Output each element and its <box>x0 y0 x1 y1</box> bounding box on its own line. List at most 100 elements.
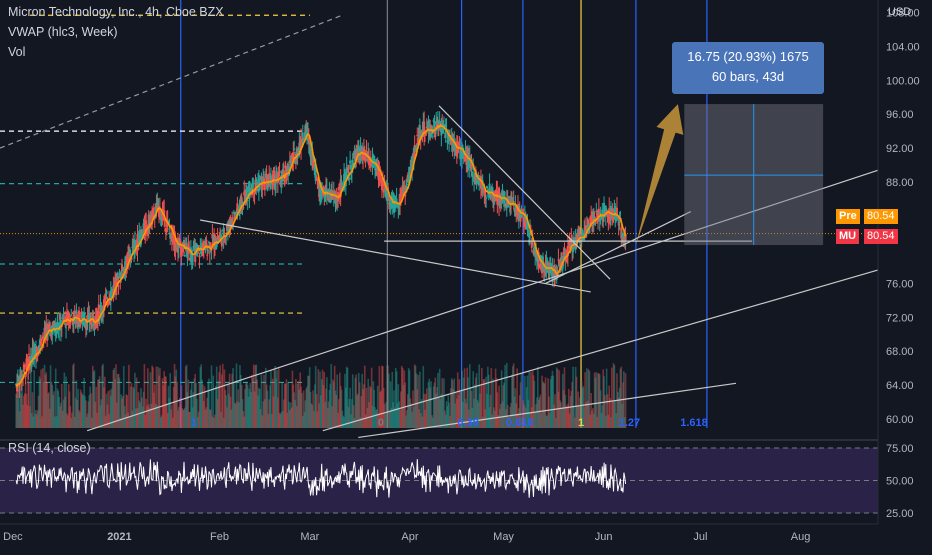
volume-bar <box>524 375 526 428</box>
volume-bar <box>386 365 388 428</box>
candle-body <box>58 322 61 331</box>
candle-body <box>154 206 157 219</box>
trend-lines[interactable] <box>0 14 882 439</box>
candle-body <box>24 376 27 378</box>
volume-bar <box>22 404 24 428</box>
breakout-line[interactable] <box>545 211 692 284</box>
candle-body <box>621 232 624 237</box>
candle-body <box>178 238 181 242</box>
candle-body <box>563 248 566 250</box>
volume-bar <box>414 365 417 428</box>
volume-bar <box>487 366 489 428</box>
volume-bar <box>394 407 396 428</box>
volume-bar <box>623 417 626 428</box>
volume-bar <box>66 415 69 428</box>
candle-body <box>526 220 529 229</box>
volume-bar <box>500 370 503 428</box>
candle-body <box>395 198 398 205</box>
volume-bar <box>460 391 462 428</box>
volume-bar <box>530 407 533 428</box>
volume-legend[interactable]: Vol <box>8 45 26 59</box>
candle-body <box>399 195 402 205</box>
candle-body <box>355 150 358 162</box>
candle-body <box>616 218 619 220</box>
candle-body <box>478 180 481 185</box>
volume-bar <box>209 409 211 428</box>
candle-body <box>484 190 487 198</box>
candle-body <box>302 137 305 139</box>
channel-base-line[interactable] <box>358 382 737 439</box>
candle-body <box>191 253 194 263</box>
volume-bar <box>272 396 275 428</box>
volume-bar <box>246 385 249 428</box>
candle-body <box>248 181 251 200</box>
volume-bar <box>552 375 555 428</box>
volume-bar <box>82 394 85 428</box>
volume-bar <box>339 385 342 428</box>
volume-bar <box>156 405 159 428</box>
vwap-legend[interactable]: VWAP (hlc3, Week) <box>8 25 118 39</box>
volume-bar <box>67 384 70 428</box>
volume-bar <box>426 401 429 428</box>
fib-label: 1.27 <box>619 417 640 429</box>
candle-body <box>396 204 399 206</box>
candle-body <box>42 336 45 339</box>
target-arrow[interactable] <box>635 104 684 246</box>
volume-bar <box>293 392 295 428</box>
candle-body <box>121 264 124 272</box>
time-axis: Dec 2021 Feb Mar Apr May Jun Jul Aug <box>3 531 810 543</box>
rsi-legend[interactable]: RSI (14, close) <box>8 441 91 455</box>
volume-bar <box>598 374 601 428</box>
volume-bar <box>519 382 522 428</box>
volume-bar <box>298 389 301 428</box>
volume-bar <box>344 373 346 428</box>
candle-body <box>405 186 408 193</box>
candle-body <box>218 234 221 241</box>
wedge-upper-line[interactable] <box>438 105 611 280</box>
candle-body <box>305 126 308 133</box>
volume-bar <box>536 366 539 428</box>
candle-body <box>482 188 485 190</box>
volume-bar <box>63 372 66 428</box>
candle-body <box>527 230 530 232</box>
volume-bar <box>425 393 427 428</box>
volume-bar <box>240 385 243 428</box>
rsi-tick-label: 25.00 <box>886 508 914 520</box>
volume-bar <box>107 391 110 428</box>
dashed-trend-line[interactable] <box>0 14 343 149</box>
volume-bar <box>376 385 379 428</box>
volume-bar <box>24 382 27 428</box>
volume-bar <box>336 374 339 428</box>
volume-bar <box>408 370 411 428</box>
chart-title[interactable]: Micron Technology, Inc., 4h, Cboe BZX <box>8 5 224 19</box>
channel-upper-line[interactable] <box>86 168 882 432</box>
candle-body <box>539 263 542 268</box>
candle-body <box>485 197 488 199</box>
wedge-lower-line[interactable] <box>200 219 591 293</box>
candle-body <box>549 262 552 267</box>
volume-bar <box>276 370 278 428</box>
candle-body <box>598 218 601 222</box>
volume-bar <box>461 370 463 428</box>
volume-bar <box>512 366 514 428</box>
candle-body <box>133 241 136 255</box>
price-tick-label: 88.00 <box>886 177 914 189</box>
volume-bar <box>68 391 71 428</box>
volume-bar <box>277 397 279 428</box>
volume-bar <box>555 367 558 428</box>
volume-bar <box>401 367 404 428</box>
volume-bar <box>400 391 402 428</box>
candle-body <box>251 177 254 189</box>
candle-body <box>485 186 488 189</box>
volume-bar <box>547 378 549 428</box>
volume-bar <box>257 395 259 428</box>
candle-body <box>426 123 429 127</box>
volume-bar <box>452 388 455 428</box>
volume-bar <box>196 417 199 428</box>
volume-bar <box>106 404 109 428</box>
volume-bar <box>355 374 357 428</box>
candle-body <box>617 221 620 226</box>
volume-bar <box>255 364 258 428</box>
channel-lower-line[interactable] <box>322 268 882 432</box>
